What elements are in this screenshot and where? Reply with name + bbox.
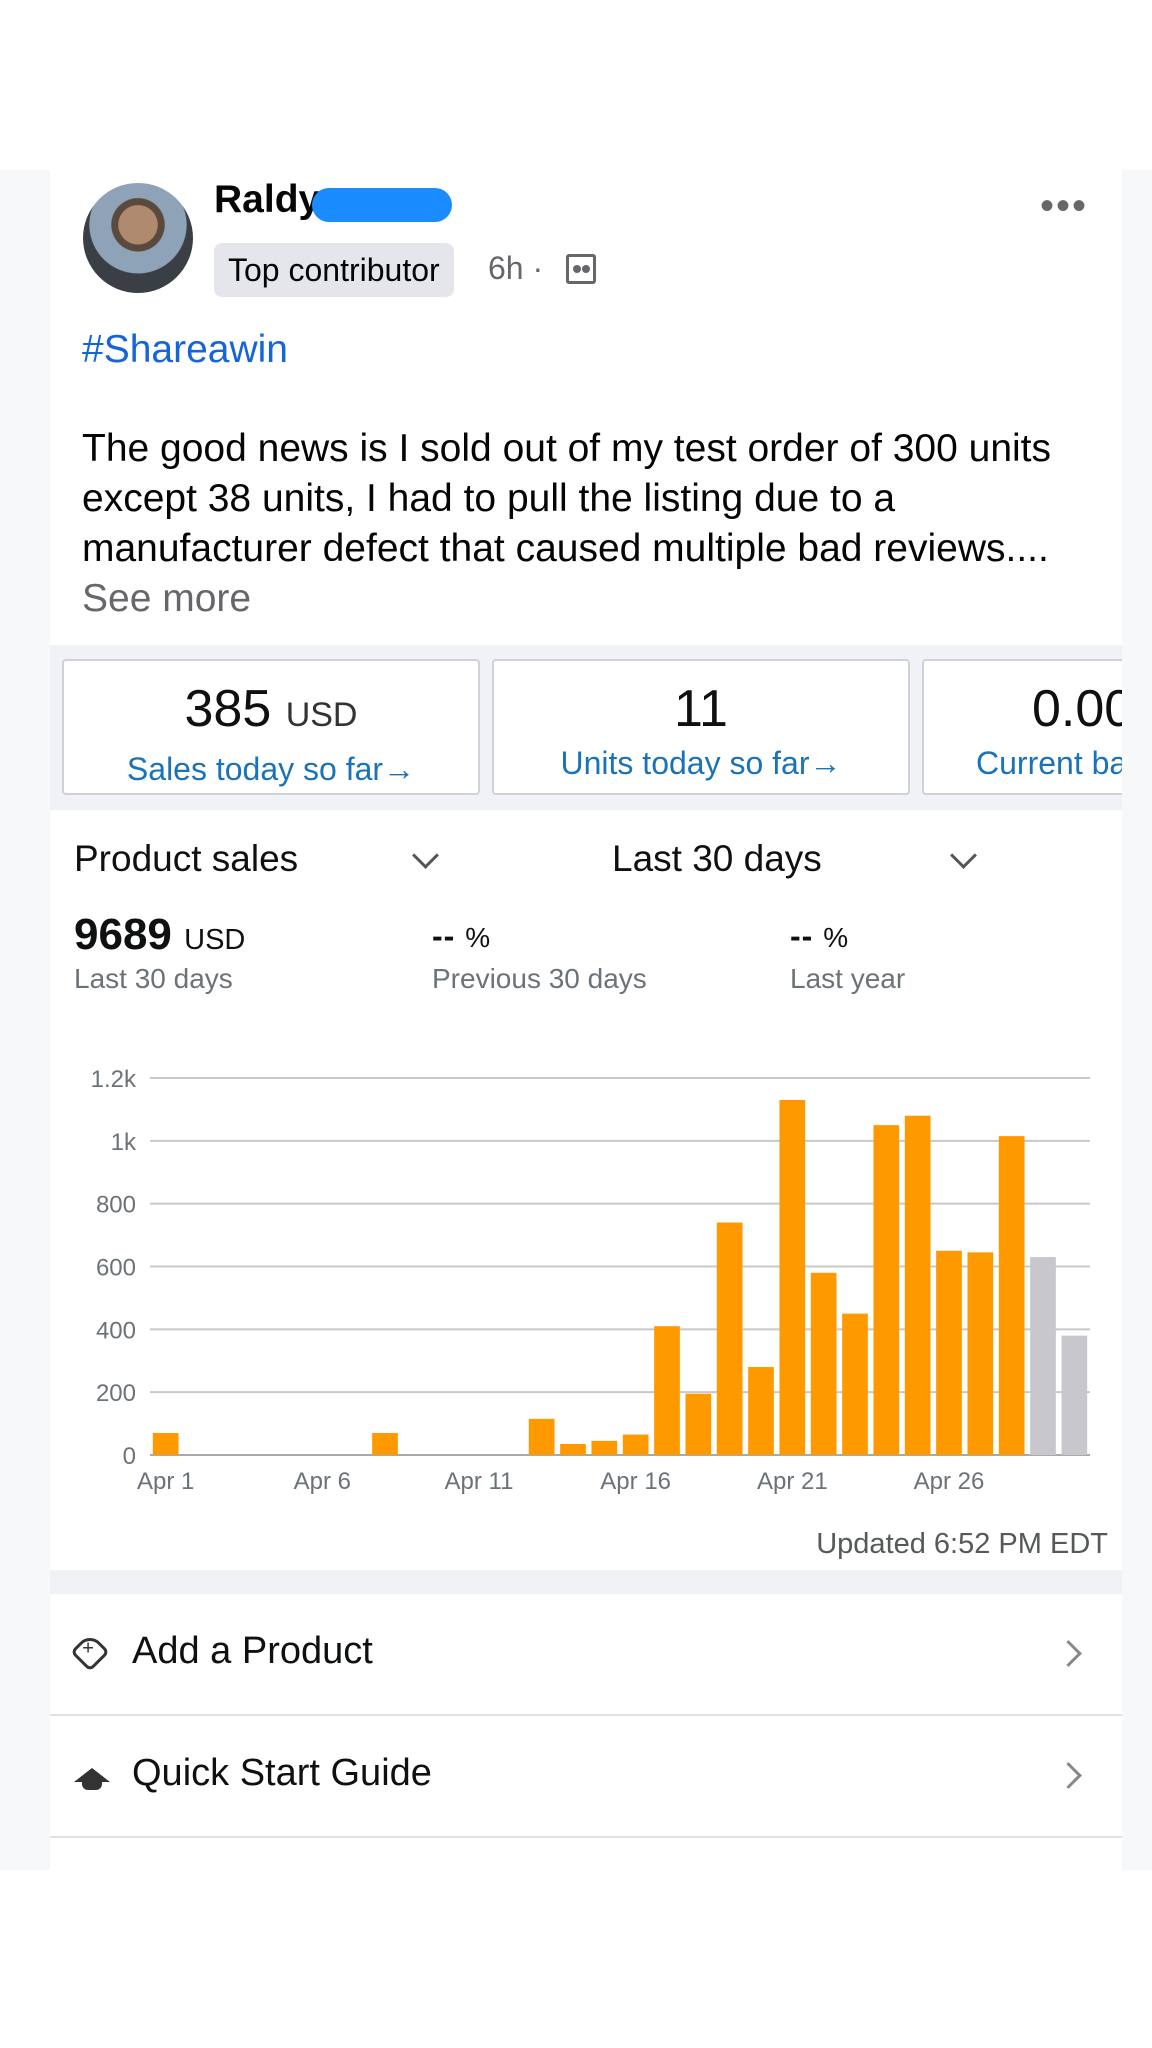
x-tick-label: Apr 11 [445,1468,514,1495]
kpi-value-wrap: 11 [494,679,908,739]
updated-timestamp: Updated 6:52 PM EDT [816,1528,1108,1560]
sales-bar-chart: 0 200 400 600 800 1k 1.2k Apr 1 Apr 6 Apr 11 Apr 1… [91,1066,1090,1495]
y-tick-label: 600 [96,1255,136,1282]
author-name[interactable]: Raldy [214,178,321,221]
bar-apr-15[interactable] [591,1440,618,1455]
y-tick-label: 1.2k [91,1066,137,1093]
stat-unit: % [465,922,492,953]
kpi-unit: USD [285,696,358,734]
left-background [0,170,50,1870]
hashtag-link[interactable]: #Shareawin [82,328,288,371]
section-divider [50,1570,1122,1594]
kpi-link[interactable]: Units today so far→ [560,745,842,781]
bar-apr-19[interactable] [716,1222,743,1455]
kpi-value: 385 [184,680,272,738]
stat-value: -- [790,918,814,954]
period-dropdown[interactable]: Last 30 days [612,838,822,879]
kpi-card-balance[interactable]: 0.00 Current balance [922,659,1122,795]
metric-dropdown[interactable]: Product sales [74,838,299,879]
y-tick-label: 1k [111,1129,137,1156]
bar-apr-13[interactable] [528,1418,555,1455]
more-horizontal-icon[interactable]: ••• [1040,184,1089,228]
y-tick-label: 0 [123,1443,136,1470]
bar-apr-18[interactable] [685,1393,712,1455]
kpi-value-wrap: 385 USD [64,679,478,745]
bar-apr-27[interactable] [967,1252,994,1455]
y-tick-label: 800 [96,1192,136,1219]
stat-value: 9689 [74,910,172,959]
chevron-right-icon [1055,1640,1082,1667]
kpi-value: 11 [674,680,728,738]
stat-total-sales: 9689 USD [74,910,245,960]
stat-value: -- [432,918,456,954]
x-tick-label: Apr 26 [914,1468,985,1495]
row-label: Add a Product [132,1630,373,1672]
bar-apr-30[interactable] [1061,1335,1088,1455]
group-privacy-icon [566,254,596,284]
row-label: Quick Start Guide [132,1752,432,1794]
kpi-card-units[interactable]: 11 Units today so far→ [492,659,910,795]
y-tick-label: 400 [96,1317,136,1344]
kpi-link[interactable]: Sales today so far→ [126,751,416,787]
post-body: The good news is I sold out of my test o… [82,424,1102,624]
bar-apr-25[interactable] [904,1115,931,1455]
quick-start-row[interactable]: Quick Start Guide [50,1716,1122,1838]
bar-apr-29[interactable] [1030,1257,1056,1455]
bar-apr-24[interactable] [873,1125,900,1455]
bar-apr-21[interactable] [779,1099,806,1455]
bar-apr-22[interactable] [810,1272,837,1455]
bar-apr-1[interactable] [152,1433,179,1455]
y-tick-label: 200 [96,1380,136,1407]
post-body-text: The good news is I sold out of my test o… [82,427,1052,570]
stat-previous: -- % [432,918,491,955]
bar-apr-20[interactable] [748,1367,774,1455]
stat-label: Last year [790,963,906,994]
top-contributor-badge: Top contributor [214,243,454,297]
x-tick-label: Apr 21 [757,1468,828,1495]
kpi-value: 0.00 [1032,680,1122,738]
kpi-link[interactable]: Current balance [976,745,1122,781]
kpi-value-wrap: 0.00 [1032,679,1122,739]
stat-label: Previous 30 days [432,963,647,994]
add-product-row[interactable]: Add a Product [50,1594,1122,1716]
x-tick-label: Apr 1 [137,1468,194,1495]
x-tick-label: Apr 6 [294,1468,351,1495]
author-avatar[interactable] [83,183,193,293]
stat-unit: % [823,922,850,953]
right-background [1122,170,1152,1870]
redaction-mark [312,188,452,222]
kpi-card-sales[interactable]: 385 USD Sales today so far→ [62,659,480,795]
graduation-cap-icon [74,1768,110,1790]
bar-apr-8[interactable] [372,1433,398,1455]
bar-apr-28[interactable] [998,1136,1025,1455]
bar-apr-26[interactable] [936,1250,962,1455]
post-time: 6h · [488,250,544,286]
chevron-right-icon [1055,1762,1082,1789]
stat-last-year: -- % [790,918,849,955]
tag-plus-icon [70,1632,110,1672]
bar-apr-14[interactable] [560,1444,586,1455]
x-tick-label: Apr 16 [600,1468,671,1495]
see-more-link[interactable]: See more [82,577,252,620]
bar-apr-16[interactable] [622,1434,649,1455]
bar-apr-23[interactable] [842,1313,868,1455]
stat-unit: USD [184,924,246,956]
bar-apr-17[interactable] [654,1326,680,1455]
stat-label: Last 30 days [74,963,233,994]
